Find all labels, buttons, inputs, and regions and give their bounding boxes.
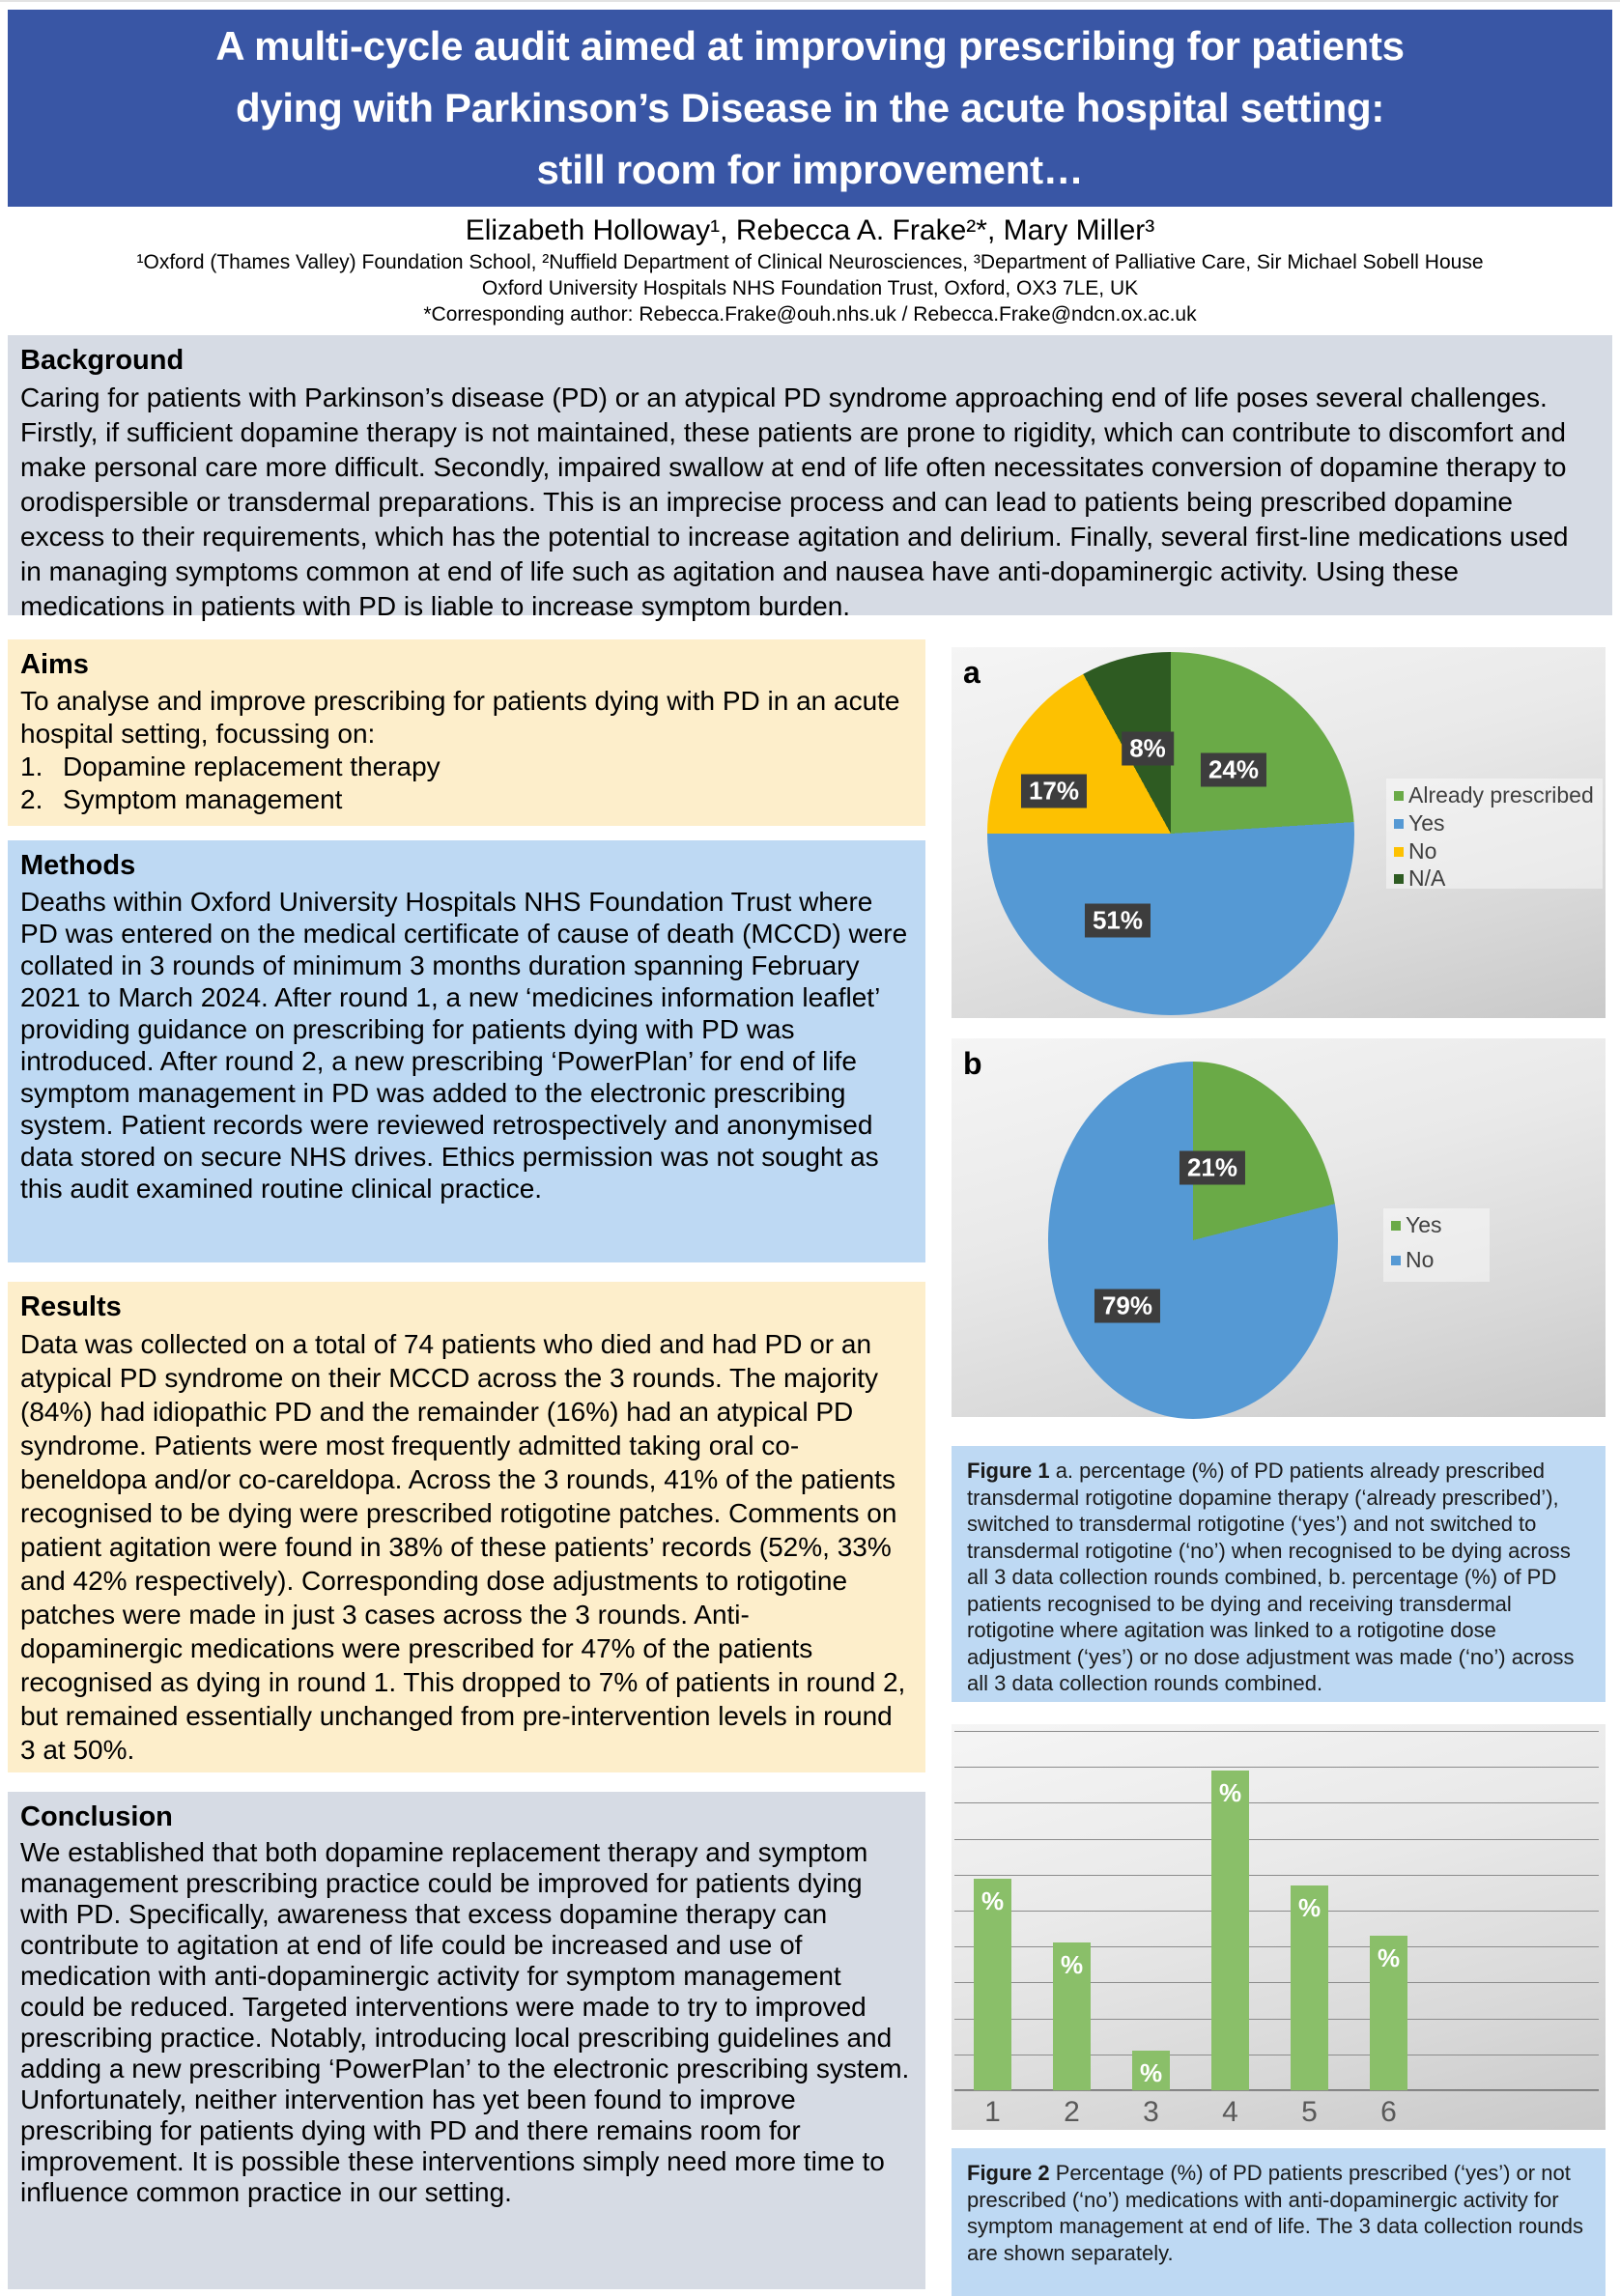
legend-label: No [1406,1247,1435,1272]
poster-title-line3: still room for improvement… [536,147,1084,192]
legend-swatch-green [1391,1220,1401,1231]
bar-round-3: % [1132,2051,1170,2090]
results-body: Data was collected on a total of 74 pati… [20,1329,906,1765]
figure1b-sublabel: b [963,1046,982,1081]
background-body: Caring for patients with Parkinson’s dis… [20,383,1569,621]
legend-swatch-green [1394,790,1404,801]
figure1a-legend-item-yes: Yes [1394,810,1445,836]
gridline [954,2018,1599,2020]
figure1a-legend-item-already-prescribed: Already prescribed [1394,782,1594,808]
legend-swatch-yellow [1394,846,1404,857]
background-section: Background Caring for patients with Park… [8,335,1612,621]
aims-heading: Aims [20,649,89,680]
figure1b-legend-background [1383,1208,1490,1282]
figure2-caption-text: Percentage (%) of PD patients prescribed… [967,2161,1583,2265]
figure1a-label-already-prescribed: 24% [1200,752,1267,787]
bar-data-label: % [1297,1893,1322,1922]
figure1a-pie [987,652,1354,1015]
gridline [954,1767,1599,1769]
figure1-caption: Figure 1 a. percentage (%) of PD patient… [952,1446,1606,1702]
gridline [954,1731,1599,1732]
bar-data-label: % [1218,1778,1242,1807]
figure1a-pie-chart-panel: a 24% 51% 17% 8% Already prescribed Yes … [952,647,1606,1018]
methods-body: Deaths within Oxford University Hospital… [20,887,908,1204]
x-axis-tick-label: 4 [1222,2096,1238,2128]
legend-swatch-blue [1391,1255,1401,1265]
bar-data-label: % [981,1886,1005,1915]
gridline [954,2090,1599,2091]
fig2-plot-area: % 1% 2% 3% 4% 5% 6 [954,1731,1599,2128]
title-banner: A multi-cycle audit aimed at improving p… [8,10,1612,207]
figure1b-label-yes: 21% [1179,1150,1246,1185]
legend-swatch-blue [1394,818,1404,829]
figure1a-label-na: 8% [1122,731,1174,766]
bar-round-5: % [1291,1885,1328,2090]
gridline [954,1802,1599,1804]
conclusion-section: Conclusion We established that both dopa… [8,1792,925,2289]
methods-heading: Methods [20,850,136,881]
background-heading: Background [20,345,185,376]
gridline [954,1946,1599,1948]
authors-line: Elizabeth Holloway¹, Rebecca A. Frake²*,… [465,214,1155,246]
aims-item-2-label: Symptom management [63,784,343,814]
bar-round-1: % [974,1879,1011,2090]
figure1a-label-no: 17% [1020,774,1088,808]
figure2-bar-chart-panel: % 1% 2% 3% 4% 5% 6 [952,1724,1606,2130]
figure1b-label-no: 79% [1094,1289,1161,1323]
bar-data-label: % [1060,1950,1084,1979]
figure1a-legend-item-na: N/A [1394,865,1445,892]
bar-round-6: % [1370,1936,1407,2090]
legend-swatch-dark-green [1394,873,1404,884]
figure1b-legend-item-yes: Yes [1391,1212,1442,1238]
figure2-caption: Figure 2 Percentage (%) of PD patients p… [952,2148,1606,2296]
figure1a-label-yes: 51% [1084,903,1151,938]
figure1b-pie [1048,1062,1338,1419]
x-axis-tick-label: 2 [1064,2096,1080,2128]
figure1a-sublabel: a [963,655,981,690]
methods-section: Methods Deaths within Oxford University … [8,840,925,1262]
aims-list-item-1: 1. Dopamine replacement therapy [20,751,910,783]
figure1-caption-label: Figure 1 [967,1459,1050,1483]
aims-intro: To analyse and improve prescribing for p… [20,686,900,749]
corresponding-author-line: *Corresponding author: Rebecca.Frake@ouh… [423,303,1197,326]
results-heading: Results [20,1291,122,1322]
x-axis-tick-label: 1 [984,2096,1001,2128]
figure1a-legend-item-no: No [1394,838,1436,865]
gridline [954,1874,1599,1876]
legend-label: Yes [1408,810,1445,836]
legend-label: No [1408,838,1437,864]
aims-list-item-2: 2. Symptom management [20,783,910,816]
poster-title-line2: dying with Parkinson’s Disease in the ac… [235,85,1385,130]
x-axis-tick-label: 6 [1380,2096,1397,2128]
bar-round-4: % [1211,1771,1249,2090]
aims-section: Aims To analyse and improve prescribing … [8,639,925,826]
poster-title-line1: A multi-cycle audit aimed at improving p… [215,23,1405,69]
legend-label: Already prescribed [1408,782,1594,808]
conclusion-body: We established that both dopamine replac… [20,1837,910,2207]
x-axis-tick-label: 5 [1301,2096,1318,2128]
bar-data-label: % [1377,1943,1401,1972]
legend-label: N/A [1408,865,1446,891]
affiliation-line2: Oxford University Hospitals NHS Foundati… [481,277,1139,299]
authors-block: Elizabeth Holloway¹, Rebecca A. Frake²*,… [0,213,1620,327]
affiliation-line1: ¹Oxford (Thames Valley) Foundation Schoo… [136,251,1484,273]
figure1a-legend-background [1386,779,1603,889]
aims-item-2-number: 2. [20,784,43,814]
aims-item-1-number: 1. [20,751,43,781]
bar-data-label: % [1139,2058,1163,2087]
legend-label: Yes [1406,1212,1442,1237]
conclusion-heading: Conclusion [20,1801,173,1832]
figure1b-pie-chart-panel: b 21% 79% Yes No [952,1038,1606,1419]
figure1-caption-text: a. percentage (%) of PD patients already… [967,1459,1575,1695]
figure2-caption-label: Figure 2 [967,2161,1050,2185]
x-axis-tick-label: 3 [1143,2096,1159,2128]
figure1b-legend-item-no: No [1391,1247,1434,1273]
bar-round-2: % [1053,1942,1091,2090]
results-section: Results Data was collected on a total of… [8,1282,925,1772]
gridline [954,1911,1599,1912]
gridline [954,1838,1599,1840]
gridline [954,1982,1599,1984]
aims-item-1-label: Dopamine replacement therapy [63,751,441,781]
